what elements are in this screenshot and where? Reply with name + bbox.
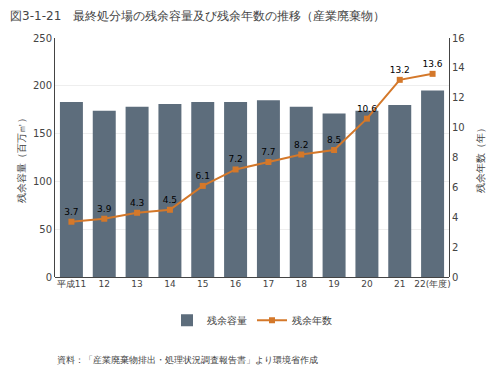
svg-text:7.2: 7.2	[228, 154, 242, 164]
svg-text:2: 2	[452, 242, 458, 253]
svg-text:22(年度): 22(年度)	[414, 279, 450, 289]
svg-text:250: 250	[33, 33, 52, 44]
svg-text:100: 100	[33, 176, 52, 187]
svg-text:残余容量: 残余容量	[207, 315, 247, 326]
svg-text:0: 0	[46, 272, 52, 283]
svg-text:19: 19	[328, 279, 340, 289]
svg-text:17: 17	[263, 279, 274, 289]
svg-text:残余容量（百万㎥）: 残余容量（百万㎥）	[16, 113, 27, 203]
svg-text:残余年数（年）: 残余年数（年）	[475, 123, 486, 193]
svg-text:200: 200	[33, 80, 52, 91]
svg-text:15: 15	[197, 279, 208, 289]
svg-text:14: 14	[164, 279, 176, 289]
svg-text:150: 150	[33, 128, 52, 139]
svg-text:4.3: 4.3	[130, 198, 144, 208]
svg-text:12: 12	[452, 92, 465, 103]
svg-text:7.7: 7.7	[261, 147, 275, 157]
svg-text:13.6: 13.6	[423, 59, 443, 69]
svg-text:13: 13	[131, 279, 142, 289]
svg-text:残余年数: 残余年数	[292, 315, 332, 326]
svg-text:10: 10	[452, 122, 465, 133]
svg-text:3.7: 3.7	[64, 207, 78, 217]
svg-text:8.5: 8.5	[327, 135, 341, 145]
svg-text:3.9: 3.9	[97, 204, 112, 214]
svg-text:14: 14	[452, 62, 465, 73]
svg-text:資料：「産業廃棄物排出・処理状況調査報告書」より環境省作成: 資料：「産業廃棄物排出・処理状況調査報告書」より環境省作成	[57, 355, 318, 365]
svg-text:4: 4	[452, 212, 458, 223]
svg-text:16: 16	[230, 279, 242, 289]
svg-text:平成11: 平成11	[57, 279, 86, 289]
svg-text:18: 18	[296, 279, 308, 289]
svg-text:16: 16	[452, 33, 465, 44]
svg-text:20: 20	[361, 279, 373, 289]
svg-text:10.6: 10.6	[357, 104, 377, 114]
svg-text:50: 50	[39, 224, 52, 235]
svg-text:図3-1-21 最終処分場の残余容量及び残余年数の推移（産業: 図3-1-21 最終処分場の残余容量及び残余年数の推移（産業廃棄物）	[10, 9, 385, 23]
svg-text:12: 12	[99, 279, 110, 289]
svg-text:21: 21	[394, 279, 405, 289]
svg-text:4.5: 4.5	[163, 195, 177, 205]
svg-text:6: 6	[452, 182, 458, 193]
svg-text:6.1: 6.1	[196, 171, 210, 181]
svg-text:13.2: 13.2	[390, 65, 410, 75]
svg-text:0: 0	[452, 272, 458, 283]
svg-text:8.2: 8.2	[294, 140, 308, 150]
svg-text:8: 8	[452, 152, 458, 163]
